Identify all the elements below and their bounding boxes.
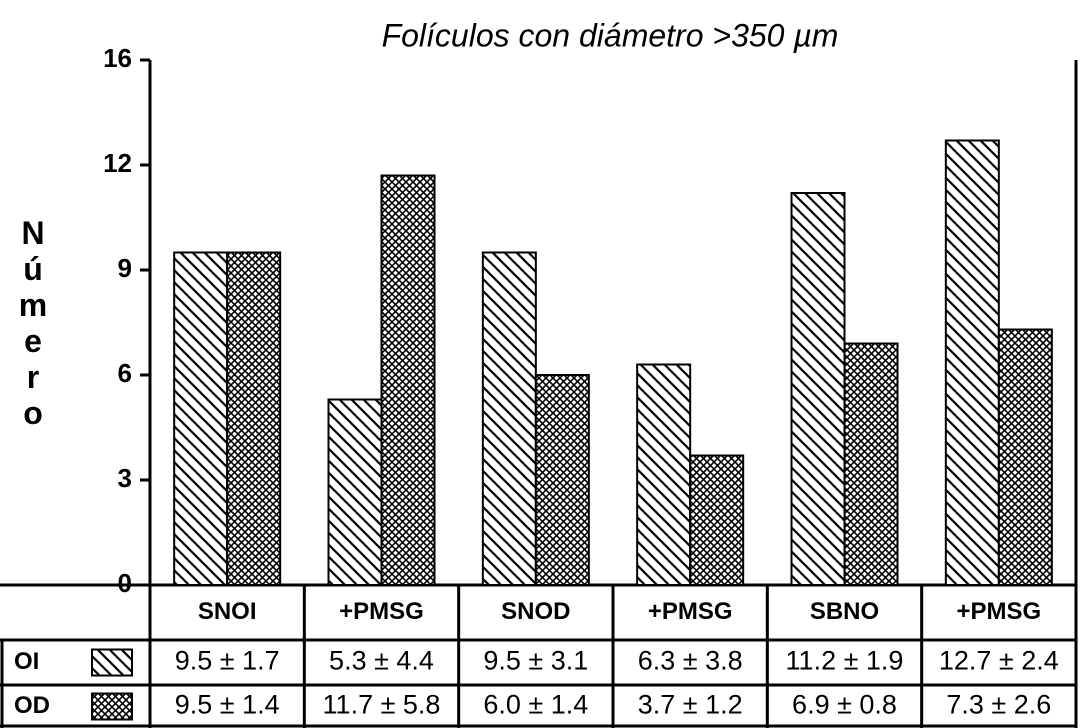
value-label: 9.5 ± 1.7 <box>175 646 280 676</box>
bar <box>843 342 899 586</box>
value-label: 11.2 ± 1.9 <box>786 646 904 676</box>
value-label: 7.3 ± 2.6 <box>946 690 1051 720</box>
bar <box>944 139 1000 586</box>
bar <box>380 174 436 586</box>
value-label: 9.5 ± 3.1 <box>483 646 588 676</box>
bar <box>173 251 229 586</box>
y-tick-label: 9 <box>118 253 132 283</box>
legend-label: OI <box>14 648 39 675</box>
bar <box>790 192 846 586</box>
y-tick-label: 16 <box>103 43 132 73</box>
y-tick-label: 0 <box>118 568 132 598</box>
bar <box>636 363 692 586</box>
legend-label: OD <box>14 692 50 719</box>
value-label: 6.9 ± 0.8 <box>792 690 897 720</box>
value-label: 9.5 ± 1.4 <box>175 690 280 720</box>
legend-swatch <box>91 648 133 677</box>
x-tick-label: SBNO <box>810 598 879 625</box>
y-tick-label: 3 <box>118 463 132 493</box>
x-tick-label: +PMSG <box>956 598 1041 625</box>
legend-swatch <box>91 692 133 721</box>
x-tick-label: SNOD <box>501 598 570 625</box>
bar <box>534 374 590 586</box>
bar <box>689 454 745 586</box>
chart-title: Folículos con diámetro >350 µm <box>382 17 839 53</box>
value-label: 3.7 ± 1.2 <box>638 690 743 720</box>
bar <box>481 251 537 586</box>
bar <box>327 398 383 586</box>
x-tick-label: SNOI <box>198 598 257 625</box>
x-tick-label: +PMSG <box>339 598 424 625</box>
y-tick-label: 6 <box>118 358 132 388</box>
value-label: 6.3 ± 3.8 <box>638 646 743 676</box>
y-axis-label: Número <box>18 215 48 431</box>
value-label: 5.3 ± 4.4 <box>329 646 434 676</box>
value-label: 11.7 ± 5.8 <box>323 690 441 720</box>
value-label: 6.0 ± 1.4 <box>483 690 588 720</box>
bar <box>226 251 282 586</box>
bar <box>997 328 1053 586</box>
value-label: 12.7 ± 2.4 <box>939 646 1059 676</box>
y-tick-label: 12 <box>103 148 132 178</box>
x-tick-label: +PMSG <box>648 598 733 625</box>
